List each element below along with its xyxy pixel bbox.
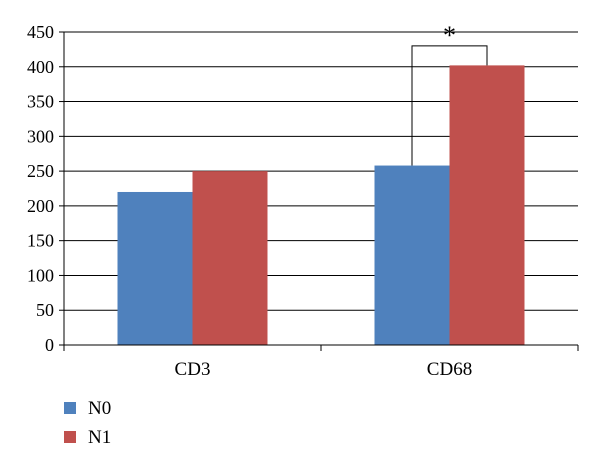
- y-tick-label-450: 450: [27, 22, 54, 42]
- y-tick-label-50: 50: [36, 300, 54, 320]
- y-tick-label-200: 200: [27, 196, 54, 216]
- bars: [117, 65, 525, 346]
- y-tick-label-100: 100: [27, 265, 54, 285]
- y-tick-label-0: 0: [45, 335, 54, 355]
- y-tick-label-400: 400: [27, 57, 54, 77]
- x-tick-label-cd68: CD68: [427, 359, 472, 380]
- y-tick-label-250: 250: [27, 161, 54, 181]
- bar-cd3-n1: [192, 171, 268, 345]
- legend-swatch-n1: [64, 431, 76, 443]
- legend-label-n1: N1: [88, 427, 111, 448]
- bar-cd68-n0: [374, 165, 450, 345]
- x-tick-label-cd3: CD3: [175, 359, 211, 380]
- y-tick-label-150: 150: [27, 231, 54, 251]
- legend-label-n0: N0: [88, 398, 111, 419]
- y-tick-label-350: 350: [27, 92, 54, 112]
- legend-swatch-n0: [64, 402, 76, 414]
- bar-cd3-n0: [117, 191, 193, 345]
- y-tick-label-300: 300: [27, 126, 54, 146]
- significance-bracket: [411, 45, 488, 166]
- annotations: *: [411, 21, 488, 166]
- significance-star: *: [443, 21, 456, 50]
- axes: 0 50 100 150 200 250 300 350 400 450 CD3 CD68: [27, 22, 579, 380]
- bar-cd68-n1: [449, 65, 525, 346]
